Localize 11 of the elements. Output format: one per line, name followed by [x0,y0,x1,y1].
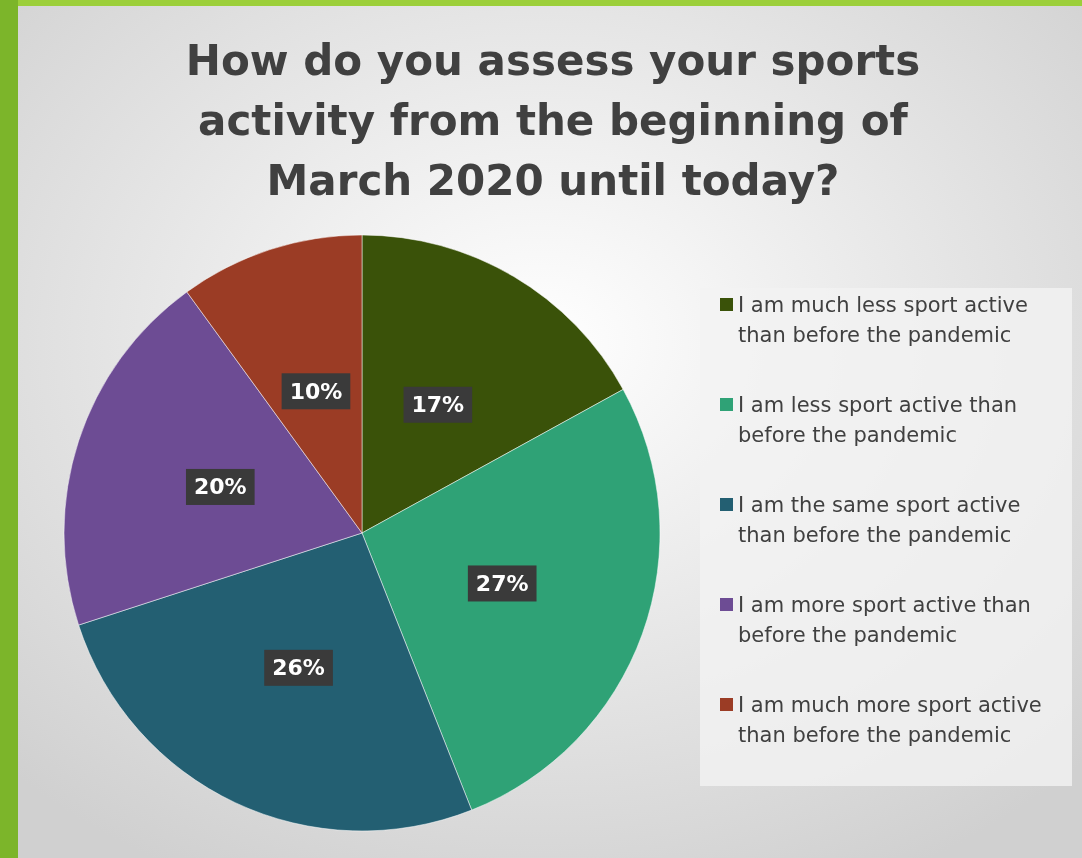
data-label: 20% [193,474,247,500]
legend-label: I am much more sport active than before the pandemic [738,693,1049,747]
legend-label: I am the same sport active than before the pandemic [738,493,1028,547]
data-label: 10% [289,378,343,404]
legend-label: I am more sport active than before the pandemic [738,593,1038,647]
data-label: 27% [475,570,529,596]
chart-title: How do you assess your sports activity from the beginning of March 2020 until today? [185,36,921,205]
slice-label: I am less sport active than before the pandemic [738,393,1024,447]
data-label: 17% [411,392,465,418]
legend-label: I am much less sport active than before the pandemic [738,293,1035,347]
data-label: 26% [272,655,325,681]
